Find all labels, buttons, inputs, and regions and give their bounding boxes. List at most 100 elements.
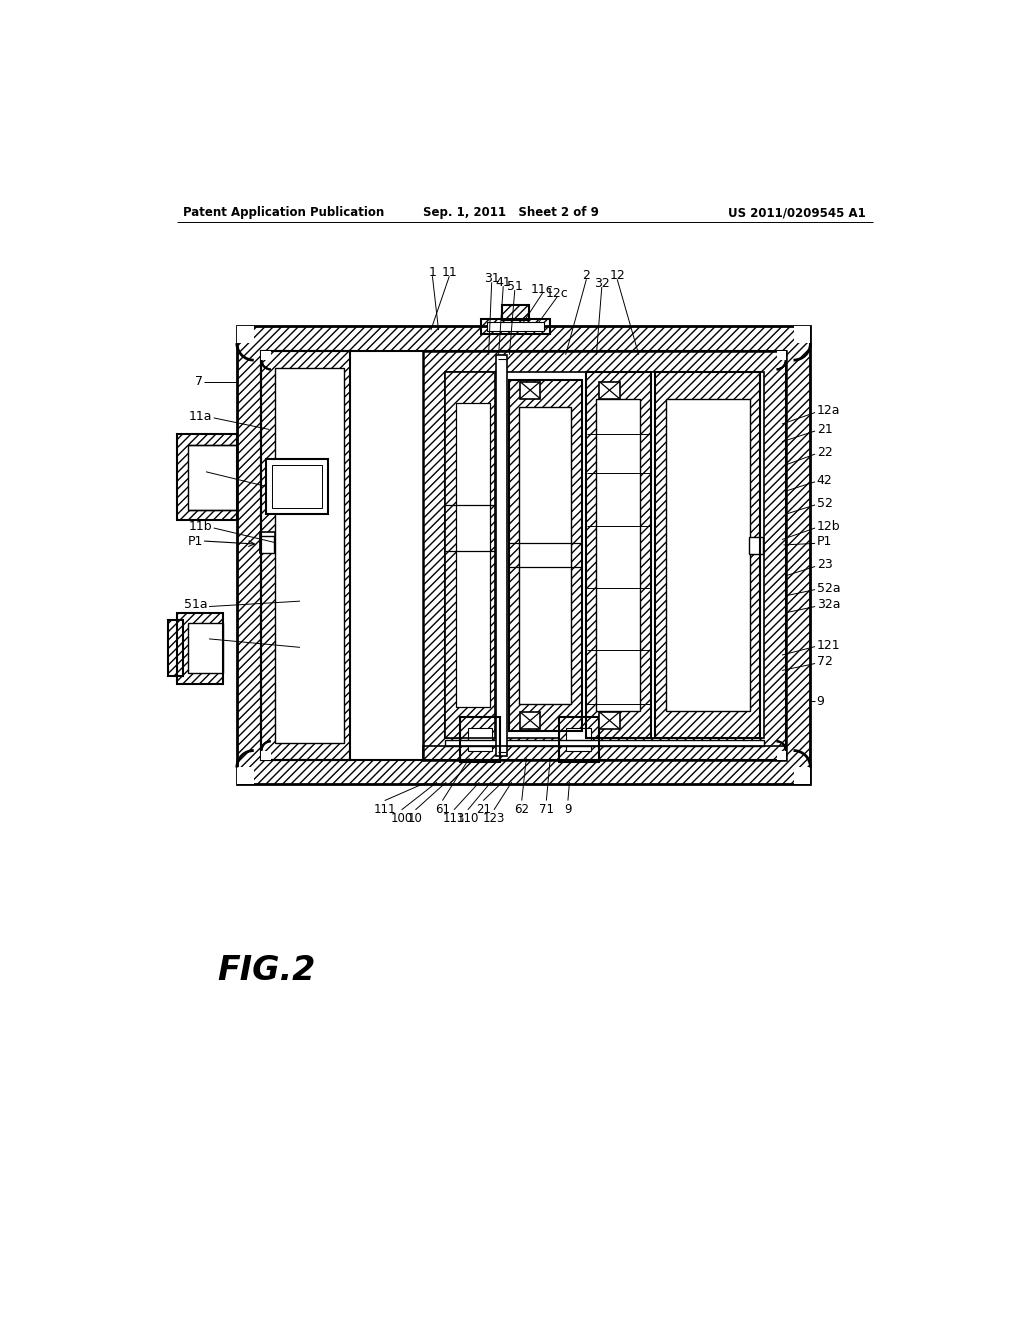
Bar [468,729,493,751]
Bar [423,746,785,760]
Bar [260,536,273,553]
Text: 32a: 32a [816,598,840,611]
Bar [444,372,764,738]
Bar [177,434,237,520]
Text: Sep. 1, 2011   Sheet 2 of 9: Sep. 1, 2011 Sheet 2 of 9 [423,206,599,219]
Text: P1: P1 [187,535,203,548]
Text: 71: 71 [539,803,554,816]
Bar [520,711,541,729]
Text: 42: 42 [816,474,833,487]
Bar [586,372,651,738]
Bar [666,400,750,711]
Bar [261,351,270,360]
Bar [237,326,810,784]
Bar [655,372,761,738]
Bar [566,729,591,751]
Text: 31a: 31a [184,631,208,644]
Bar [261,751,270,760]
Text: 32: 32 [594,277,609,289]
Text: 113: 113 [442,812,465,825]
Text: 23: 23 [816,558,833,572]
Bar [177,612,223,684]
Text: 52a: 52a [816,582,841,594]
Bar [460,718,500,762]
Text: 62: 62 [514,803,529,816]
Text: US 2011/0209545 A1: US 2011/0209545 A1 [728,206,866,219]
Bar [444,372,495,738]
Text: 9: 9 [816,694,824,708]
Bar [509,380,582,730]
Text: 11a: 11a [188,409,212,422]
Bar [749,537,763,554]
Text: 1: 1 [428,265,436,279]
Bar [456,404,490,708]
Bar [599,381,620,399]
Bar [599,711,620,729]
Text: 2: 2 [583,269,591,282]
Bar [261,351,350,760]
Text: 12a: 12a [816,404,840,417]
Text: 61: 61 [435,803,450,816]
Bar [177,434,237,520]
Text: 51a: 51a [184,598,208,611]
Text: 51: 51 [507,280,522,293]
Text: Patent Application Publication: Patent Application Publication [183,206,384,219]
Text: 11c: 11c [531,282,554,296]
Bar [168,620,183,676]
Text: 12: 12 [609,269,625,282]
Bar [261,351,350,760]
Bar [177,612,223,684]
Text: 12c: 12c [546,286,568,300]
Bar [776,351,785,360]
Bar [423,351,785,760]
Bar [272,465,322,508]
Text: 11b: 11b [188,520,212,533]
Bar [444,751,764,760]
Bar [261,351,785,760]
Text: P1: P1 [816,536,833,548]
Text: 31: 31 [483,272,500,285]
Bar [503,305,529,321]
Bar [481,318,550,334]
Text: 111: 111 [374,803,396,816]
Text: 11: 11 [441,265,457,279]
Bar [509,380,582,730]
Bar [776,751,785,760]
Bar [423,351,785,760]
Bar [519,407,571,704]
Bar [187,445,237,510]
Bar [168,620,183,676]
Bar [481,318,550,334]
Bar [260,532,275,553]
Bar [266,459,328,513]
Bar [794,767,810,784]
Text: 9: 9 [564,803,571,816]
Bar [559,718,599,762]
Bar [794,326,810,343]
Text: 100: 100 [390,812,413,825]
Text: 12b: 12b [816,520,841,533]
Text: FIG.2: FIG.2 [217,954,315,987]
Bar [237,767,254,784]
Text: 22: 22 [816,446,833,459]
Bar [586,372,651,738]
Bar [460,718,500,762]
Text: 73: 73 [188,463,205,477]
Text: 21: 21 [476,803,490,816]
Bar [444,372,495,738]
Bar [655,372,761,738]
Bar [487,322,544,331]
Text: 110: 110 [457,812,479,825]
Bar [187,623,223,673]
Text: 10: 10 [408,812,423,825]
Text: 72: 72 [816,656,833,668]
Bar [596,400,640,711]
Text: 7: 7 [195,375,203,388]
Text: 121: 121 [816,639,841,652]
Bar [444,739,764,746]
Bar [497,355,507,756]
Bar [503,305,529,321]
Text: 41: 41 [496,276,511,289]
Bar [237,326,254,343]
Bar [275,368,344,743]
